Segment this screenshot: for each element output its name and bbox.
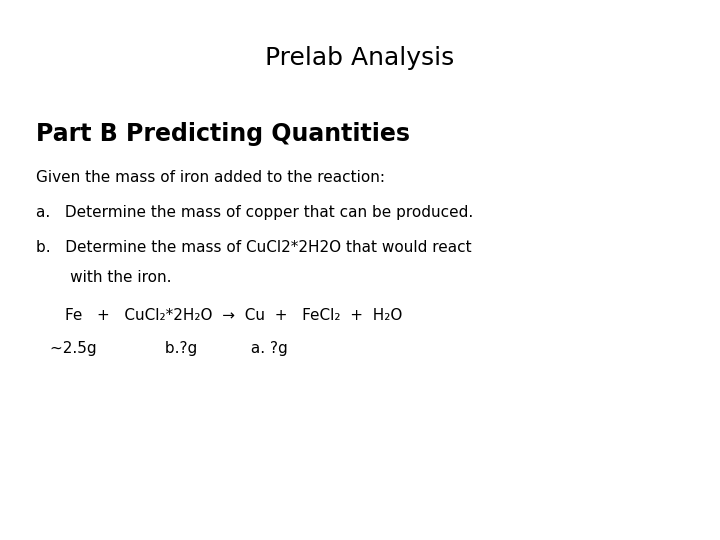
Text: a.   Determine the mass of copper that can be produced.: a. Determine the mass of copper that can… [36,205,473,220]
Text: Prelab Analysis: Prelab Analysis [266,46,454,70]
Text: Given the mass of iron added to the reaction:: Given the mass of iron added to the reac… [36,170,385,185]
Text: Part B Predicting Quantities: Part B Predicting Quantities [36,122,410,145]
Text: ~2.5g              b.?g           a. ?g: ~2.5g b.?g a. ?g [50,341,288,356]
Text: Fe   +   CuCl₂*2H₂O  →  Cu  +   FeCl₂  +  H₂O: Fe + CuCl₂*2H₂O → Cu + FeCl₂ + H₂O [65,308,402,323]
Text: b.   Determine the mass of CuCl2*2H2O that would react: b. Determine the mass of CuCl2*2H2O that… [36,240,472,255]
Text: with the iron.: with the iron. [36,270,171,285]
